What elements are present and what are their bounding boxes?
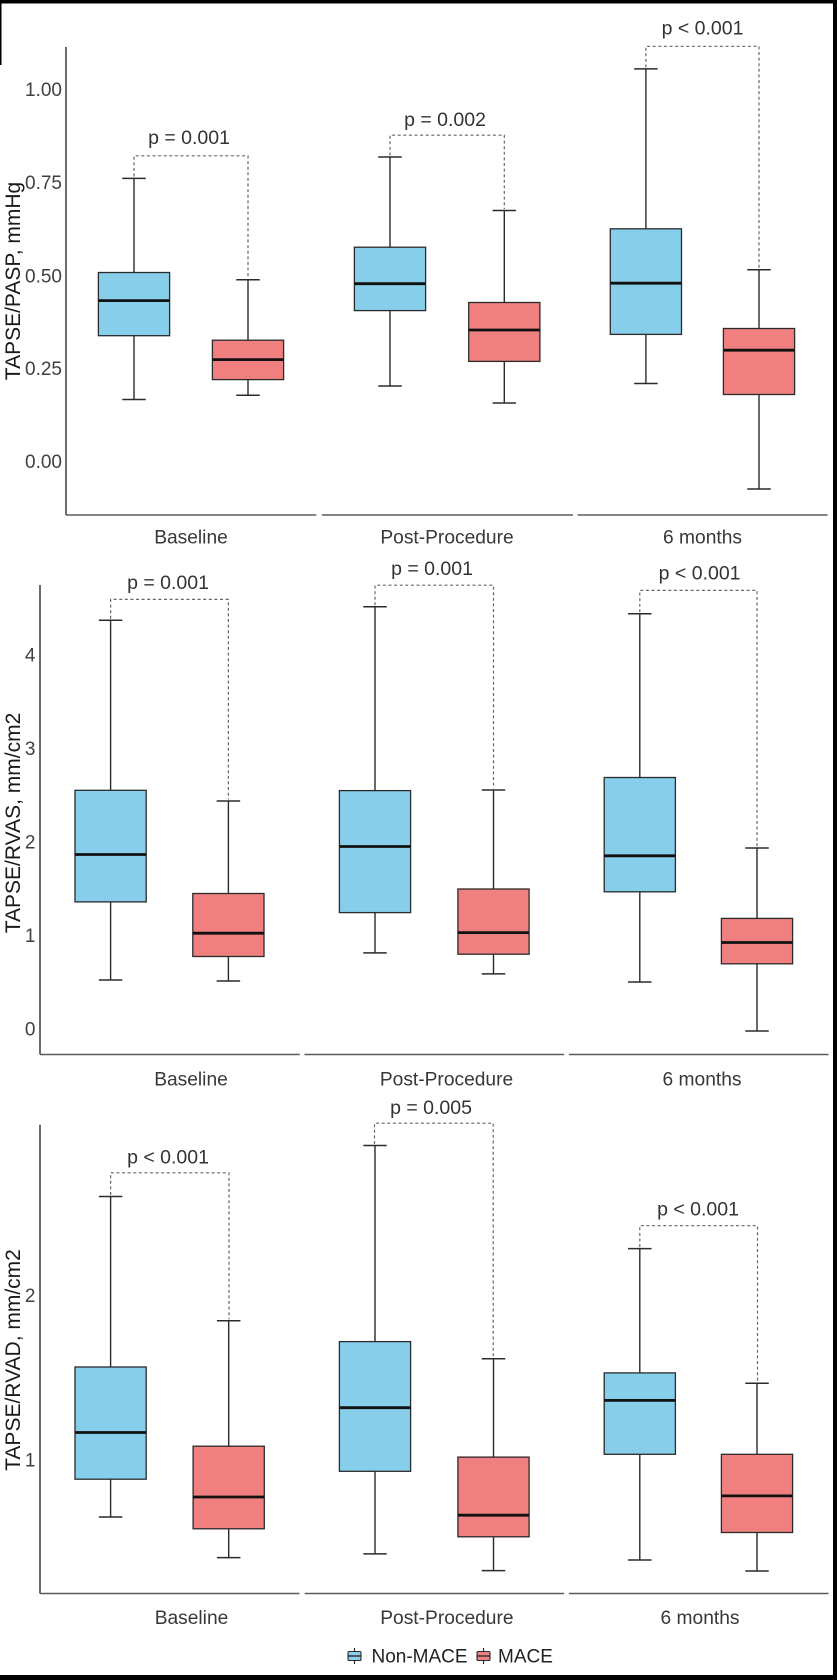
svg-text:p = 0.001: p = 0.001 [391,558,473,580]
svg-text:2: 2 [25,1286,36,1307]
svg-text:0.00: 0.00 [25,452,62,473]
svg-text:0.75: 0.75 [25,173,62,194]
svg-text:Post-Procedure: Post-Procedure [380,1070,513,1091]
svg-text:p < 0.001: p < 0.001 [127,1147,209,1169]
svg-text:p < 0.001: p < 0.001 [659,563,741,585]
svg-text:6 months: 6 months [663,1070,742,1091]
svg-text:0.50: 0.50 [25,266,62,287]
svg-text:2: 2 [25,832,36,853]
svg-text:3: 3 [25,739,36,760]
svg-text:p < 0.001: p < 0.001 [657,1199,739,1221]
svg-text:4: 4 [25,645,36,666]
svg-text:1: 1 [25,926,36,947]
svg-text:p = 0.001: p = 0.001 [127,572,209,594]
svg-text:MACE: MACE [498,1647,553,1668]
svg-text:6 months: 6 months [661,1608,740,1629]
svg-text:TAPSE/RVAD, mm/cm2: TAPSE/RVAD, mm/cm2 [2,1249,25,1471]
svg-text:6 months: 6 months [663,528,742,549]
svg-text:Non-MACE: Non-MACE [372,1647,468,1668]
svg-text:1: 1 [25,1450,36,1471]
svg-text:Baseline: Baseline [155,1608,229,1629]
svg-text:p < 0.001: p < 0.001 [662,18,744,40]
svg-text:Post-Procedure: Post-Procedure [380,528,513,549]
svg-text:0: 0 [25,1019,36,1040]
svg-text:1.00: 1.00 [25,80,62,101]
svg-text:p = 0.001: p = 0.001 [148,127,230,149]
svg-text:TAPSE/PASP, mmHg: TAPSE/PASP, mmHg [2,182,25,380]
svg-text:p = 0.002: p = 0.002 [404,109,486,131]
svg-text:Post-Procedure: Post-Procedure [380,1608,513,1629]
svg-text:0.25: 0.25 [25,359,62,380]
svg-text:Baseline: Baseline [154,1070,228,1091]
svg-text:p = 0.005: p = 0.005 [390,1097,472,1119]
svg-text:TAPSE/RVAS, mm/cm2: TAPSE/RVAS, mm/cm2 [2,713,25,934]
svg-text:Baseline: Baseline [154,528,228,549]
